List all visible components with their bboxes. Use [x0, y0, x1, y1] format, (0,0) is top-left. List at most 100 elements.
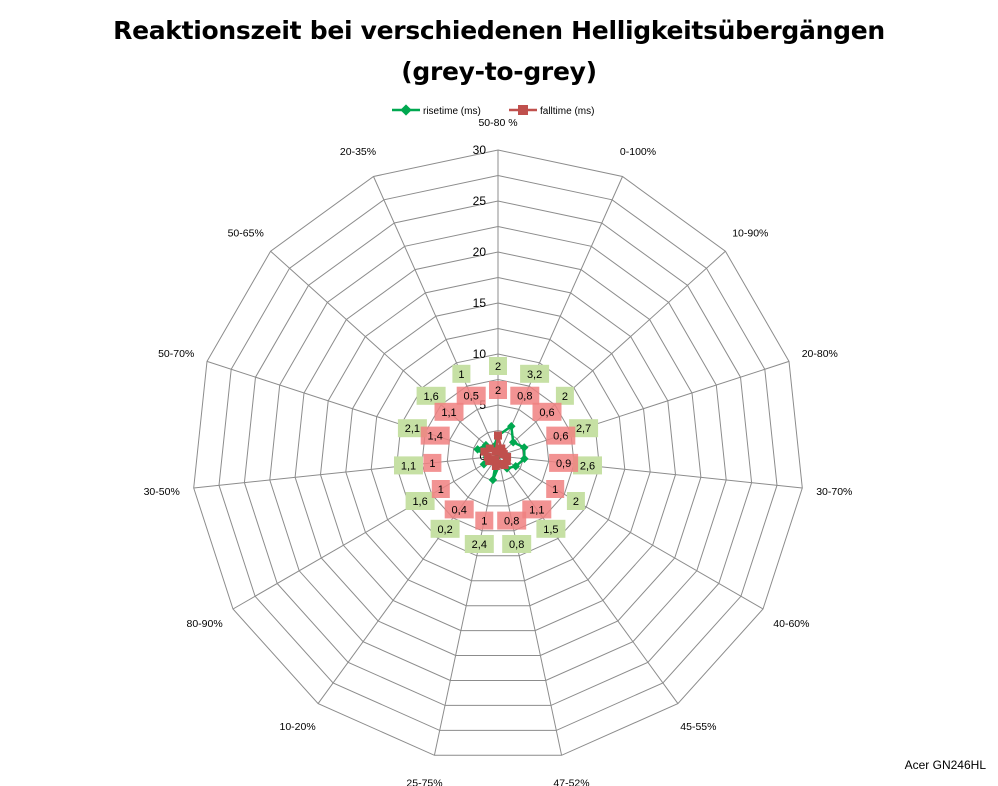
risetime-data-label: 0,8: [502, 535, 532, 553]
grid-ring: [446, 404, 550, 507]
grid-ring: [345, 302, 651, 607]
falltime-data-label: 0,8: [497, 511, 527, 530]
radar-grid: [193, 149, 803, 756]
radial-axis: 0 5 10 15 20 25 30: [473, 143, 487, 463]
risetime-point: [488, 475, 498, 485]
grid-spoke: [373, 176, 499, 457]
data-label-text: 1,1: [441, 407, 456, 419]
data-label-bg: [546, 480, 565, 498]
falltime-data-label: 1: [431, 480, 450, 498]
grid-ring: [472, 429, 524, 482]
grid-ring: [269, 225, 727, 681]
legend: risetime (ms) falltime (ms): [392, 104, 594, 117]
data-label-text: 0,9: [556, 458, 571, 470]
falltime-data-label: 0,5: [456, 386, 486, 405]
data-label-bg: [464, 535, 494, 553]
data-label-bg: [555, 386, 574, 405]
category-label: 10-20%: [279, 721, 315, 733]
data-label-bg: [394, 456, 423, 475]
data-label-text: 0,8: [504, 516, 519, 528]
grid-spoke: [497, 176, 623, 457]
falltime-point: [480, 447, 489, 456]
data-label-text: 2,7: [576, 423, 591, 435]
data-label-text: 1,4: [428, 431, 443, 443]
data-label-bg: [520, 364, 550, 383]
grid-ring: [294, 251, 702, 656]
risetime-data-label: 2: [555, 386, 574, 405]
risetime-data-label: 1,6: [405, 492, 435, 510]
category-label: 20-80%: [802, 348, 838, 360]
data-label-bg: [475, 511, 494, 530]
data-label-bg: [423, 453, 442, 472]
risetime-data-label: 2,7: [569, 419, 599, 438]
grid-spoke: [270, 250, 499, 457]
risetime-point: [519, 443, 529, 452]
falltime-data-label: 0,8: [510, 386, 540, 405]
data-label-text: 2,1: [405, 423, 420, 435]
category-label: 30-50%: [144, 486, 180, 498]
radial-tick-label: 10: [473, 347, 487, 361]
category-label: 50-80 %: [478, 117, 517, 129]
radial-tick-label: 20: [473, 245, 487, 259]
data-label-bg: [522, 500, 552, 519]
category-labels: 50-80 % 0-100% 10-90% 20-80% 30-70% 40-60% 45-…: [144, 117, 853, 786]
falltime-data-label: 1: [546, 480, 565, 498]
risetime-data-label: 2,6: [573, 456, 602, 475]
grid-spoke: [497, 250, 726, 457]
data-label-bg: [452, 364, 471, 383]
falltime-data-label: 0,9: [549, 453, 579, 472]
falltime-data-label: 1: [423, 453, 442, 472]
series-layer: [473, 421, 529, 485]
radial-tick-label: 30: [473, 143, 487, 157]
risetime-point: [520, 454, 529, 464]
data-label-text: 2: [562, 391, 568, 403]
data-label-text: 0,4: [452, 504, 467, 516]
grid-ring: [370, 327, 626, 582]
data-label-text: 1: [481, 516, 487, 528]
legend-falltime-label: falltime (ms): [540, 106, 594, 117]
category-label: 45-55%: [680, 721, 716, 733]
grid-ring: [319, 276, 677, 632]
falltime-point: [491, 447, 500, 456]
grid-spoke: [433, 455, 499, 756]
data-label-text: 1: [458, 369, 464, 381]
data-label-text: 2,6: [580, 460, 595, 472]
series-falltime: [480, 431, 512, 470]
falltime-data-label: 1,1: [434, 402, 464, 421]
data-label-bg: [444, 500, 474, 519]
data-label-text: 0,2: [437, 524, 452, 536]
data-label-text: 1,5: [543, 524, 558, 536]
falltime-point: [491, 455, 500, 464]
data-label-text: 1,1: [401, 460, 416, 472]
category-label: 50-65%: [228, 228, 264, 240]
data-label-text: 1: [438, 484, 444, 496]
category-label: 25-75%: [406, 778, 442, 786]
data-label-bg: [416, 386, 446, 405]
falltime-data-label: 0,6: [532, 402, 562, 421]
risetime-data-label: 2: [489, 357, 507, 375]
chart-title: Reaktionszeit bei verschiedenen Helligke…: [0, 10, 998, 92]
data-label-bg: [397, 419, 427, 438]
radial-tick-label: 25: [473, 194, 487, 208]
legend-risetime-label: risetime (ms): [423, 106, 481, 117]
data-label-text: 0,5: [464, 391, 479, 403]
falltime-point: [500, 461, 509, 470]
category-label: 47-52%: [553, 778, 589, 786]
category-label: 40-60%: [773, 618, 809, 630]
data-label-bg: [489, 357, 507, 375]
data-label-text: 2,4: [472, 539, 487, 551]
grid-spoke: [193, 455, 499, 489]
data-label-text: 1,6: [423, 391, 438, 403]
falltime-data-label: 1,1: [522, 500, 552, 519]
watermark: Acer GN246HL: [904, 758, 986, 772]
data-label-bg: [532, 402, 562, 421]
radial-tick-label: 5: [479, 398, 486, 412]
category-label: 20-35%: [340, 146, 376, 158]
risetime-data-label: 0,2: [430, 519, 460, 538]
data-label-text: 2: [495, 361, 501, 373]
data-label-bg: [430, 519, 460, 538]
falltime-point: [483, 453, 492, 462]
category-label: 50-70%: [158, 348, 194, 360]
data-label-bg: [536, 519, 566, 538]
